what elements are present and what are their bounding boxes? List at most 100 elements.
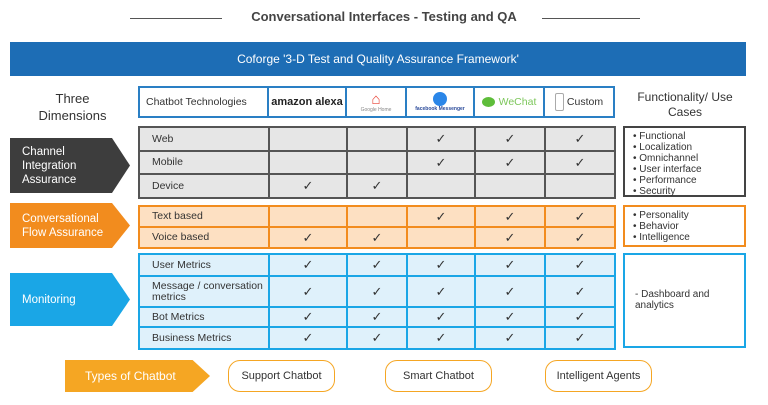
check-icon: ✓ xyxy=(268,306,348,328)
check-icon: ✓ xyxy=(406,306,476,328)
empty-cell xyxy=(406,173,476,199)
table-row: Business Metrics ✓ ✓ ✓ ✓ ✓ xyxy=(138,326,616,350)
row-label: User Metrics xyxy=(138,253,270,277)
check-icon: ✓ xyxy=(544,226,616,249)
header-messenger: facebook Messenger xyxy=(405,86,475,118)
use-case-item: Security xyxy=(633,186,736,197)
header-custom: Custom xyxy=(543,86,615,118)
phone-icon xyxy=(554,93,564,111)
use-cases-channel: FunctionalLocalizationOmnichannelUser in… xyxy=(623,126,746,197)
use-case-item: Intelligence xyxy=(633,232,736,243)
check-icon: ✓ xyxy=(544,126,616,152)
table-row: Bot Metrics ✓ ✓ ✓ ✓ ✓ xyxy=(138,306,616,328)
check-icon: ✓ xyxy=(474,275,546,308)
use-case-item: Localization xyxy=(633,142,736,153)
row-label: Message / conversation metrics xyxy=(138,275,270,308)
check-icon: ✓ xyxy=(268,226,348,249)
use-case-item: Omnichannel xyxy=(633,153,736,164)
check-icon: ✓ xyxy=(346,173,408,199)
support-chatbot-pill: Support Chatbot xyxy=(228,360,335,392)
check-icon: ✓ xyxy=(474,253,546,277)
check-icon: ✓ xyxy=(346,326,408,350)
row-label: Bot Metrics xyxy=(138,306,270,328)
empty-cell xyxy=(346,205,408,228)
title-rule-right xyxy=(542,18,640,19)
use-case-item: - Dashboard and analytics xyxy=(635,289,710,311)
check-icon: ✓ xyxy=(474,150,546,175)
check-icon: ✓ xyxy=(474,126,546,152)
use-cases-flow: PersonalityBehaviorIntelligence xyxy=(623,205,746,247)
monitoring-table: User Metrics ✓ ✓ ✓ ✓ ✓ Message / conversation … xyxy=(138,253,616,350)
messenger-icon xyxy=(433,92,447,106)
check-icon: ✓ xyxy=(346,226,408,249)
table-row: Message / conversation metrics ✓ ✓ ✓ ✓ ✓ xyxy=(138,275,616,308)
header-use-cases: Functionality/ Use Cases xyxy=(637,90,733,119)
use-case-item: Personality xyxy=(633,210,736,221)
check-icon: ✓ xyxy=(406,150,476,175)
check-icon: ✓ xyxy=(406,126,476,152)
empty-cell xyxy=(268,150,348,175)
arrow-channel-integration: Channel Integration Assurance xyxy=(10,138,130,193)
table-row: Web ✓ ✓ ✓ xyxy=(138,126,616,152)
arrow-conversational-flow: Conversational Flow Assurance xyxy=(10,203,130,248)
check-icon: ✓ xyxy=(544,150,616,175)
alexa-logo: amazon alexa xyxy=(271,96,343,108)
check-icon: ✓ xyxy=(346,253,408,277)
check-icon: ✓ xyxy=(346,275,408,308)
three-dimensions-label: Three Dimensions xyxy=(38,91,107,123)
row-label: Business Metrics xyxy=(138,326,270,350)
check-icon: ✓ xyxy=(406,275,476,308)
table-row: User Metrics ✓ ✓ ✓ ✓ ✓ xyxy=(138,253,616,277)
title-rule-left xyxy=(130,18,222,19)
check-icon: ✓ xyxy=(268,275,348,308)
check-icon: ✓ xyxy=(346,306,408,328)
smart-chatbot-pill: Smart Chatbot xyxy=(385,360,492,392)
header-wechat: WeChat xyxy=(473,86,545,118)
check-icon: ✓ xyxy=(544,275,616,308)
empty-cell xyxy=(544,173,616,199)
empty-cell xyxy=(268,205,348,228)
check-icon: ✓ xyxy=(544,253,616,277)
check-icon: ✓ xyxy=(406,253,476,277)
table-row: Mobile ✓ ✓ ✓ xyxy=(138,150,616,175)
google-home-icon: ⌂ xyxy=(371,90,381,108)
check-icon: ✓ xyxy=(474,226,546,249)
table-row: Device ✓ ✓ xyxy=(138,173,616,199)
header-chatbot-technologies: Chatbot Technologies xyxy=(138,86,269,118)
framework-banner: Coforge '3-D Test and Quality Assurance … xyxy=(10,42,746,76)
row-label: Device xyxy=(138,173,270,199)
types-of-chatbot-arrow: Types of Chatbot xyxy=(65,360,210,392)
row-label: Mobile xyxy=(138,150,270,175)
row-label: Text based xyxy=(138,205,270,228)
arrow-monitoring: Monitoring xyxy=(10,273,130,326)
check-icon: ✓ xyxy=(268,253,348,277)
channel-integration-table: Web ✓ ✓ ✓ Mobile ✓ ✓ ✓ Device ✓ ✓ xyxy=(138,126,616,199)
use-cases-monitoring: - Dashboard and analytics xyxy=(623,253,746,348)
check-icon: ✓ xyxy=(544,306,616,328)
check-icon: ✓ xyxy=(544,326,616,350)
wechat-icon xyxy=(481,97,495,107)
check-icon: ✓ xyxy=(268,173,348,199)
use-case-item: Functional xyxy=(633,131,736,142)
check-icon: ✓ xyxy=(406,205,476,228)
row-label: Voice based xyxy=(138,226,270,249)
header-google-home: ⌂ Google Home xyxy=(345,86,407,118)
row-label: Web xyxy=(138,126,270,152)
use-case-item: Performance xyxy=(633,175,736,186)
check-icon: ✓ xyxy=(406,326,476,350)
empty-cell xyxy=(346,126,408,152)
check-icon: ✓ xyxy=(474,306,546,328)
table-row: Text based ✓ ✓ ✓ xyxy=(138,205,616,228)
check-icon: ✓ xyxy=(474,205,546,228)
header-alexa: amazon alexa xyxy=(267,86,347,118)
empty-cell xyxy=(474,173,546,199)
check-icon: ✓ xyxy=(268,326,348,350)
check-icon: ✓ xyxy=(474,326,546,350)
empty-cell xyxy=(346,150,408,175)
page-title: Conversational Interfaces - Testing and … xyxy=(251,9,517,24)
empty-cell xyxy=(406,226,476,249)
empty-cell xyxy=(268,126,348,152)
use-case-item: User interface xyxy=(633,164,736,175)
use-case-item: Behavior xyxy=(633,221,736,232)
check-icon: ✓ xyxy=(544,205,616,228)
